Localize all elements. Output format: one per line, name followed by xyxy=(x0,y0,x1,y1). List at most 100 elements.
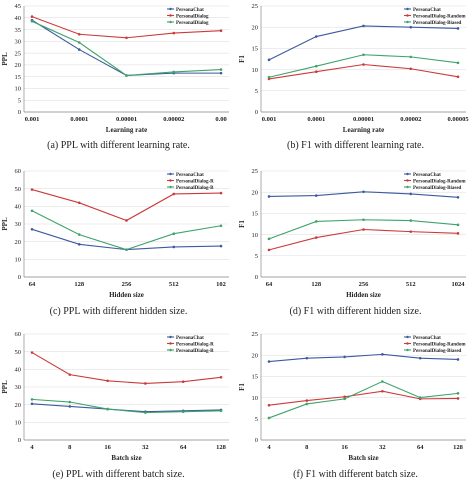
point-c-0-4 xyxy=(219,244,223,248)
series-line-d-1 xyxy=(268,228,459,251)
x-tick-label-d-3: 512 xyxy=(406,281,416,288)
x-tick-label-f-1: 8 xyxy=(305,444,309,451)
legend-label-c-0: PersonaChat xyxy=(176,173,204,178)
point-d-1-4 xyxy=(456,232,460,235)
panel-f: 0 5 10 15 20 25 4 8 16 32 64 128 Batch size F1 Persona… xyxy=(237,328,474,488)
point-e-0-1 xyxy=(68,405,72,408)
point-b-1-3 xyxy=(409,67,413,71)
panel-a: 0 5 10 15 20 25 30 35 40 45 0.001 0.0001 0.00001 0.00… xyxy=(0,0,237,160)
panel-e: 0 10 20 30 40 50 60 4 8 16 32 64 128 Batch size PPL Per… xyxy=(0,328,237,488)
x-tick-label-b-1: 0.0001 xyxy=(307,116,325,123)
point-b-1-2 xyxy=(362,63,365,66)
point-b-2-3 xyxy=(409,55,413,59)
point-c-0-1 xyxy=(77,243,81,246)
point-c-2-2 xyxy=(125,248,128,251)
legend-label-d-2: PersonalDialog-Biased xyxy=(413,186,462,191)
legend-label-d-1: PersonalDialog-Random xyxy=(413,179,466,184)
x-tick-label-a-2: 0.00001 xyxy=(116,116,137,123)
y-axis-title-d: F1 xyxy=(238,220,246,228)
x-tick-label-b-4: 0.00005 xyxy=(447,116,469,123)
point-f-0-0 xyxy=(267,360,271,363)
point-b-0-3 xyxy=(409,25,413,29)
point-c-1-0 xyxy=(30,188,34,191)
y-tick-label-a-3: 15 xyxy=(15,74,22,81)
y-tick-label-b-4: 20 xyxy=(252,24,259,31)
y-axis-title-b: F1 xyxy=(238,55,246,63)
point-f-1-2 xyxy=(343,395,346,399)
point-d-2-3 xyxy=(409,219,413,222)
point-c-2-3 xyxy=(172,232,176,236)
point-b-2-2 xyxy=(362,53,365,57)
x-tick-label-c-4: 102 xyxy=(216,281,226,288)
point-e-1-3 xyxy=(144,382,147,385)
point-e-1-4 xyxy=(181,380,185,383)
point-f-2-5 xyxy=(456,392,460,395)
point-e-1-2 xyxy=(106,379,109,383)
point-b-1-4 xyxy=(456,75,460,79)
caption-d: (d) F1 with different hidden size. xyxy=(289,306,422,317)
point-d-0-0 xyxy=(267,195,271,198)
chart-e: 0 10 20 30 40 50 60 4 8 16 32 64 128 Batch size PPL Per… xyxy=(1,331,229,462)
x-tick-label-f-3: 32 xyxy=(379,444,386,451)
y-tick-label-d-0: 0 xyxy=(255,274,258,281)
y-tick-label-c-3: 30 xyxy=(15,221,22,228)
x-axis-title-d: Hidden size xyxy=(346,291,381,299)
series-line-f-2 xyxy=(268,380,459,419)
point-b-1-1 xyxy=(314,70,318,74)
y-tick-label-f-1: 5 xyxy=(255,416,258,423)
y-tick-label-f-0: 0 xyxy=(255,437,258,444)
y-tick-label-f-4: 20 xyxy=(252,352,259,359)
point-c-1-4 xyxy=(219,191,223,195)
point-c-2-4 xyxy=(219,224,223,228)
x-axis-title-b: Learning rate xyxy=(343,126,384,134)
y-tick-label-a-4: 20 xyxy=(15,62,22,69)
point-a-0-1 xyxy=(77,48,81,51)
point-a-2-3 xyxy=(172,70,176,74)
chart-a: 0 5 10 15 20 25 30 35 40 45 0.001 0.0001 0.00001 0.00… xyxy=(1,3,229,134)
point-c-0-3 xyxy=(172,245,176,249)
x-tick-label-f-4: 64 xyxy=(417,444,424,451)
point-e-2-2 xyxy=(106,407,109,411)
x-tick-label-a-4: 0.00 xyxy=(215,116,226,123)
point-a-1-3 xyxy=(172,31,176,35)
x-tick-label-a-3: 0.00002 xyxy=(163,116,184,123)
x-tick-label-e-0: 4 xyxy=(30,444,34,451)
legend-label-a-1: PersonalDialog xyxy=(176,14,209,19)
point-f-1-0 xyxy=(267,403,271,407)
series-line-e-2 xyxy=(31,398,222,414)
point-d-1-0 xyxy=(267,248,271,252)
caption-f: (f) F1 with different batch size. xyxy=(293,469,418,480)
point-a-2-2 xyxy=(125,74,128,77)
point-b-0-2 xyxy=(362,24,365,28)
legend-marker-f-0 xyxy=(406,335,409,339)
legend-marker-f-2 xyxy=(406,348,409,352)
y-tick-label-c-1: 10 xyxy=(15,257,22,264)
legend-label-a-0: PersonaChat xyxy=(176,8,204,13)
point-f-2-4 xyxy=(418,396,422,399)
legend-marker-c-2 xyxy=(169,185,172,189)
point-e-2-0 xyxy=(30,398,34,401)
legend-label-c-1: PersonalDialog-R xyxy=(176,179,214,184)
y-tick-label-a-2: 10 xyxy=(15,86,22,93)
point-a-1-0 xyxy=(30,15,34,18)
x-tick-label-c-1: 128 xyxy=(74,281,85,288)
chart-f: 0 5 10 15 20 25 4 8 16 32 64 128 Batch size F1 Persona… xyxy=(238,331,466,462)
point-e-1-1 xyxy=(68,373,72,376)
legend-marker-b-0 xyxy=(406,7,409,11)
point-d-1-1 xyxy=(314,236,318,239)
point-e-0-0 xyxy=(30,402,34,406)
series-line-a-0 xyxy=(31,19,221,77)
x-tick-label-e-2: 16 xyxy=(104,444,111,451)
point-b-0-1 xyxy=(314,35,318,38)
caption-e: (e) PPL with different batch size. xyxy=(52,469,185,480)
point-f-0-5 xyxy=(456,358,460,361)
x-tick-label-d-4: 1024 xyxy=(452,281,466,288)
point-a-0-4 xyxy=(219,71,223,75)
y-tick-label-a-5: 25 xyxy=(15,50,22,57)
x-axis-title-a: Learning rate xyxy=(106,126,147,134)
x-tick-label-d-1: 128 xyxy=(311,281,322,288)
legend-label-e-2: PersonalDialog-B xyxy=(176,349,214,354)
y-tick-label-c-6: 60 xyxy=(15,168,22,175)
point-d-2-1 xyxy=(314,220,318,223)
y-tick-label-b-1: 5 xyxy=(255,88,258,95)
